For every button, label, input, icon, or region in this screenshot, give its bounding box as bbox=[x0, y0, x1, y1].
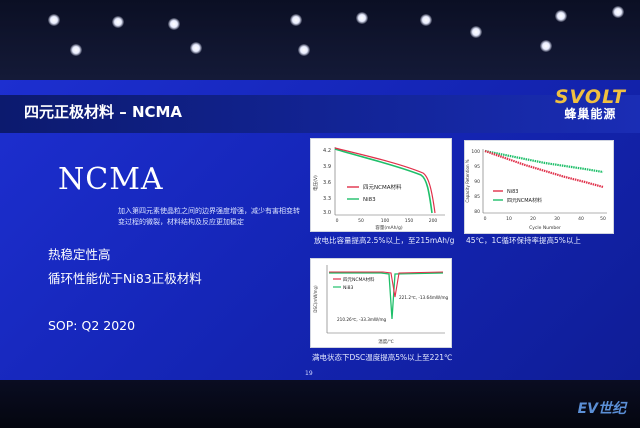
discharge-xtick: 0 bbox=[336, 218, 339, 224]
cycle-chart: 100 95 90 85 80 Capacity Retention % 0 1… bbox=[465, 149, 607, 231]
dsc-caption: 满电状态下DSC温度提高5%以上至221℃ bbox=[312, 353, 453, 362]
dsc-chart-panel: DSC(mW/mg) 温度/℃ 四元NCMA材料 Ni83 221.2℃, -1… bbox=[310, 258, 452, 348]
cycle-ytick: 85 bbox=[474, 194, 480, 200]
legend-ncma-label: 四元NCMA材料 bbox=[363, 183, 402, 191]
legend-ni83-label: Ni83 bbox=[507, 189, 519, 195]
cycle-ytick: 80 bbox=[474, 209, 480, 215]
discharge-ytick: 3.6 bbox=[323, 180, 331, 186]
ceiling-light bbox=[555, 10, 567, 22]
legend-ni83-label: Ni83 bbox=[343, 285, 353, 291]
presentation-slide: 四元正极材料 – NCMA SVOLT 蜂巢能源 NCMA 加入第四元素使晶粒之… bbox=[0, 80, 640, 380]
dsc-ylabel: DSC(mW/mg) bbox=[313, 285, 318, 313]
ni83-cycle-curve bbox=[484, 149, 604, 189]
bullet-cycle-performance: 循环性能优于Ni83正极材料 bbox=[48, 271, 202, 286]
cycle-ytick: 100 bbox=[471, 149, 480, 155]
ni83-dsc-curve bbox=[329, 272, 444, 320]
bullet-thermal-stability: 热稳定性高 bbox=[48, 247, 111, 262]
discharge-ytick: 3.9 bbox=[323, 164, 331, 170]
ev-century-watermark: EV世纪 bbox=[577, 401, 626, 417]
discharge-xtick: 50 bbox=[358, 218, 364, 224]
discharge-ytick: 3.3 bbox=[323, 196, 331, 202]
cycle-xtick: 50 bbox=[600, 216, 606, 222]
ceiling-light bbox=[420, 14, 432, 26]
ceiling-light bbox=[190, 42, 202, 54]
ceiling-light bbox=[48, 14, 60, 26]
stage-floor bbox=[0, 380, 640, 428]
ceiling-light bbox=[168, 18, 180, 30]
ceiling bbox=[0, 0, 640, 80]
logo-main-text: SVOLT bbox=[554, 86, 626, 108]
ceiling-light bbox=[298, 44, 310, 56]
discharge-caption: 放电比容量提高2.5%以上，至215mAh/g bbox=[314, 236, 455, 245]
cycle-ylabel: Capacity Retention % bbox=[465, 159, 470, 202]
cycle-caption: 45℃，1C循环保持率提高5%以上 bbox=[466, 236, 581, 245]
cycle-ytick: 90 bbox=[474, 179, 480, 185]
discharge-chart-panel: 4.2 3.9 3.6 3.3 3.0 电压(V) 0 50 100 150 2… bbox=[310, 138, 452, 232]
discharge-xtick: 150 bbox=[405, 218, 414, 224]
dsc-peak-annotation-ncma: 221.2℃, -13.64mW/mg bbox=[399, 295, 449, 300]
cycle-xtick: 40 bbox=[578, 216, 584, 222]
sop-date: SOP: Q2 2020 bbox=[48, 318, 136, 333]
discharge-ytick: 4.2 bbox=[323, 148, 331, 154]
ni83-discharge-curve bbox=[334, 148, 433, 214]
svolt-logo: SVOLT 蜂巢能源 bbox=[555, 86, 626, 122]
legend-ni83-label: Ni83 bbox=[363, 197, 376, 203]
ceiling-light bbox=[540, 40, 552, 52]
cycle-xtick: 30 bbox=[554, 216, 560, 222]
cycle-xtick: 20 bbox=[530, 216, 536, 222]
ceiling-light bbox=[470, 26, 482, 38]
legend-ncma-label: 四元NCMA材料 bbox=[343, 276, 375, 283]
ncma-discharge-curve bbox=[334, 147, 436, 214]
ceiling-light bbox=[70, 44, 82, 56]
discharge-xtick: 200 bbox=[429, 218, 438, 224]
dsc-chart: DSC(mW/mg) 温度/℃ 四元NCMA材料 Ni83 221.2℃, -1… bbox=[313, 265, 449, 345]
cycle-ytick: 95 bbox=[474, 164, 480, 170]
cycle-xtick: 0 bbox=[484, 216, 487, 222]
discharge-xlabel: 容量(mAh/g) bbox=[375, 224, 402, 231]
discharge-xtick: 100 bbox=[381, 218, 390, 224]
slide-title: 四元正极材料 – NCMA bbox=[24, 103, 183, 121]
ceiling-light bbox=[112, 16, 124, 28]
ncma-dsc-curve bbox=[329, 271, 444, 298]
ncma-heading: NCMA bbox=[58, 162, 164, 197]
ncma-description: 加入第四元素使晶粒之间的边界强度增强，减少有害相变转变过程的微裂，材料结构及反应… bbox=[118, 207, 300, 226]
cycle-chart-panel: 100 95 90 85 80 Capacity Retention % 0 1… bbox=[464, 140, 614, 234]
logo-sub-text: 蜂巢能源 bbox=[564, 107, 617, 121]
ceiling-light bbox=[290, 14, 302, 26]
cycle-xlabel: Cycle Number bbox=[529, 225, 561, 231]
ncma-cycle-curve bbox=[484, 149, 604, 174]
ceiling-light bbox=[356, 12, 368, 24]
discharge-chart: 4.2 3.9 3.6 3.3 3.0 电压(V) 0 50 100 150 2… bbox=[312, 147, 445, 231]
title-bar bbox=[0, 95, 640, 133]
dsc-xlabel: 温度/℃ bbox=[378, 338, 394, 345]
ceiling-light bbox=[612, 6, 624, 18]
discharge-ylabel: 电压(V) bbox=[312, 175, 319, 191]
discharge-ytick: 3.0 bbox=[323, 210, 331, 216]
legend-ncma-label: 四元NCMA材料 bbox=[507, 197, 542, 204]
cycle-xtick: 10 bbox=[506, 216, 512, 222]
page-number: 19 bbox=[305, 370, 313, 377]
dsc-peak-annotation-ni83: 210.26℃, -33.3mW/mg bbox=[337, 317, 387, 322]
